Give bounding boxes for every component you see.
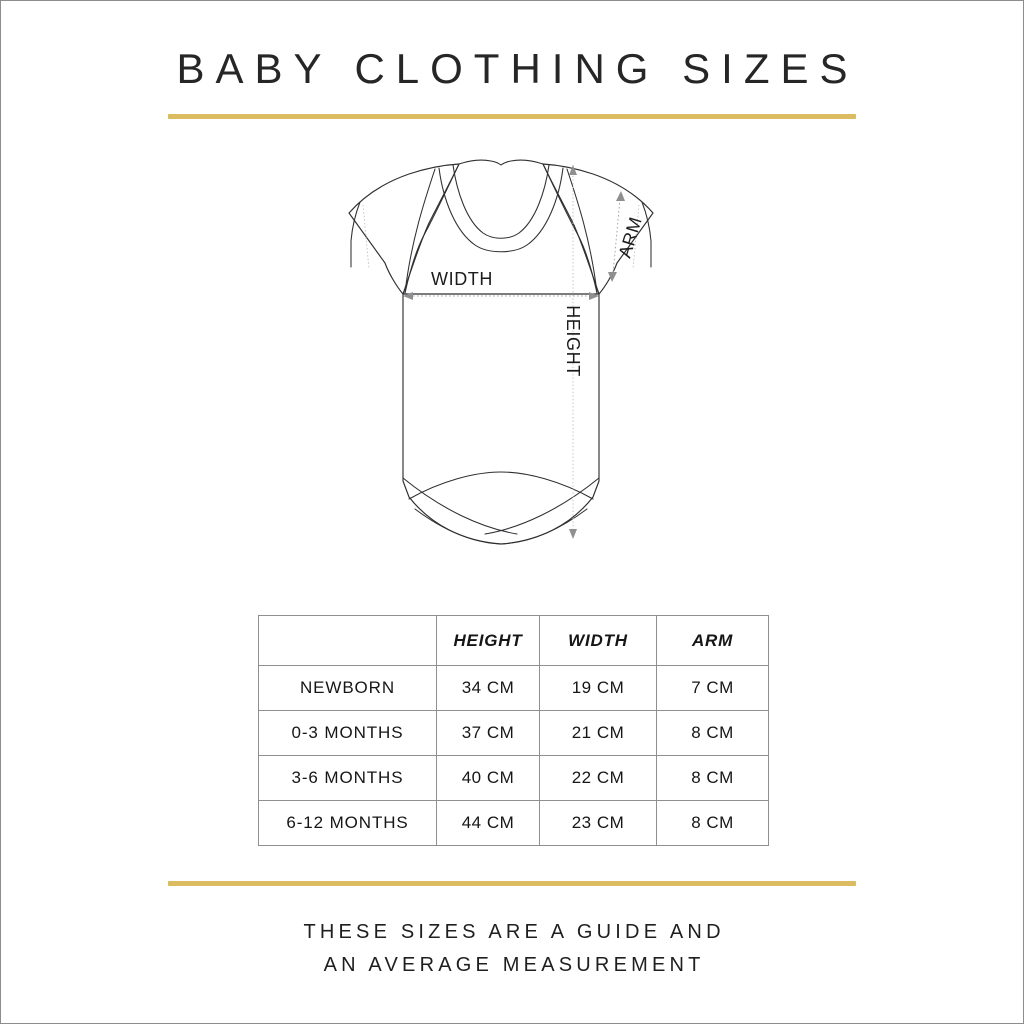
cell-width: 23 CM (539, 800, 657, 846)
cell-height: 34 CM (436, 665, 540, 711)
crotch-flap-right (484, 477, 600, 535)
left-armhole-seam (404, 168, 436, 294)
cell-arm: 8 CM (656, 755, 769, 801)
footer-line-2: AN AVERAGE MEASUREMENT (323, 954, 705, 976)
neck-fold-left (404, 163, 460, 294)
right-armhole-seam (566, 168, 598, 294)
cell-arm: 8 CM (656, 710, 769, 756)
height-label: HEIGHT (563, 305, 583, 377)
crotch-flap-left (402, 477, 518, 535)
table-row: 6-12 MONTHS 44 CM 23 CM 8 CM (258, 800, 769, 846)
neckline-inner (452, 164, 550, 239)
cell-height: 40 CM (436, 755, 540, 801)
footer-note: THESE SIZES ARE A GUIDE AND AN AVERAGE M… (1, 916, 1023, 982)
header-arm: ARM (656, 615, 769, 666)
cell-arm: 7 CM (656, 665, 769, 711)
cell-width: 19 CM (539, 665, 657, 711)
width-arrow-right (589, 292, 599, 300)
cell-height: 37 CM (436, 710, 540, 756)
table-row: 0-3 MONTHS 37 CM 21 CM 8 CM (258, 710, 769, 756)
divider-bottom (168, 881, 856, 886)
left-sleeve (348, 163, 460, 295)
cell-width: 21 CM (539, 710, 657, 756)
right-cuff-hem (641, 201, 652, 268)
crotch-hem-edge (414, 508, 588, 545)
neckline-outer (438, 167, 564, 253)
left-cuff-hem (350, 201, 361, 268)
crotch-snap-curve (408, 471, 594, 500)
row-size-label: 0-3 MONTHS (258, 710, 437, 756)
height-arrow-bottom (569, 529, 577, 539)
arm-arrow-top (616, 191, 625, 201)
table-row: 3-6 MONTHS 40 CM 22 CM 8 CM (258, 755, 769, 801)
arm-dimension-line (612, 198, 621, 275)
header-height: HEIGHT (436, 615, 540, 666)
row-size-label: 6-12 MONTHS (258, 800, 437, 846)
footer-line-1: THESE SIZES ARE A GUIDE AND (303, 921, 725, 943)
cell-height: 44 CM (436, 800, 540, 846)
bodysuit-diagram: WIDTH HEIGHT ARM (331, 141, 701, 561)
page-title: BABY CLOTHING SIZES (176, 45, 859, 92)
divider-top (168, 114, 856, 119)
row-size-label: NEWBORN (258, 665, 437, 711)
row-size-label: 3-6 MONTHS (258, 755, 437, 801)
width-label: WIDTH (431, 269, 493, 289)
header-size (258, 615, 437, 666)
table-header-row: HEIGHT WIDTH ARM (258, 615, 769, 666)
shoulder-top-edge (458, 159, 544, 166)
cell-width: 22 CM (539, 755, 657, 801)
cell-arm: 8 CM (656, 800, 769, 846)
arm-arrow-bottom (608, 272, 617, 282)
size-chart-table: HEIGHT WIDTH ARM NEWBORN 34 CM 19 CM 7 C… (258, 615, 769, 846)
height-arrow-top (569, 165, 577, 175)
neck-fold-right (542, 163, 598, 294)
right-sleeve (542, 163, 654, 295)
table-row: NEWBORN 34 CM 19 CM 7 CM (258, 665, 769, 711)
width-arrow-left (403, 292, 413, 300)
header-width: WIDTH (539, 615, 657, 666)
